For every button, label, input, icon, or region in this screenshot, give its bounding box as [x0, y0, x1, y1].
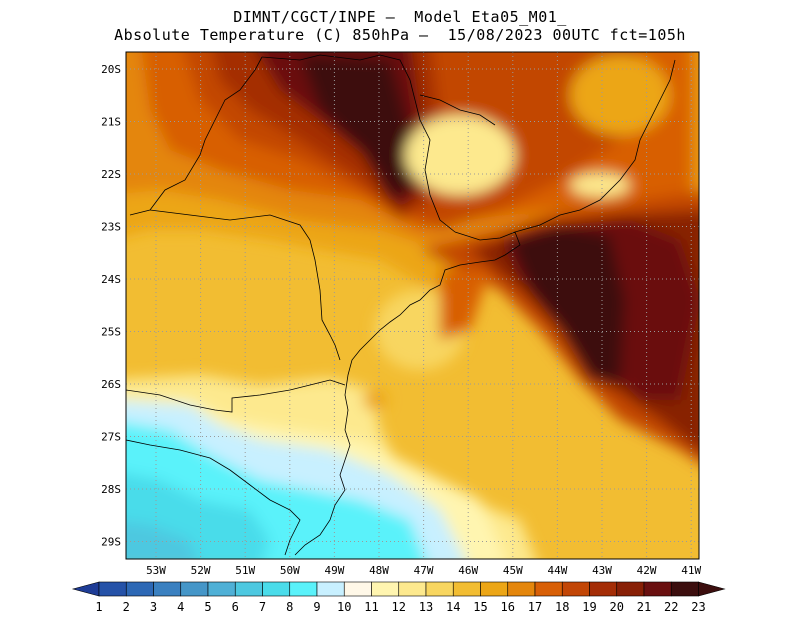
colorbar-label: 4 — [177, 600, 184, 614]
colorbar-label: 12 — [392, 600, 406, 614]
colorbar-label: 15 — [473, 600, 487, 614]
lat-label: 24S — [101, 273, 121, 286]
colorbar-swatch — [316, 581, 345, 597]
lat-label: 28S — [101, 483, 121, 496]
colorbar-swatch — [343, 581, 372, 597]
colorbar-swatch — [234, 581, 263, 597]
colorbar-label: 14 — [446, 600, 460, 614]
graticule — [126, 52, 699, 559]
colorbar-swatch — [480, 581, 509, 597]
colorbar-label: 20 — [610, 600, 624, 614]
lon-label: 42W — [637, 564, 657, 577]
lat-label: 20S — [101, 63, 121, 76]
latitude-labels: 20S 21S 22S 23S 24S 25S 26S 27S 28S 29S — [101, 63, 121, 549]
colorbar-swatch — [180, 581, 209, 597]
lon-label: 47W — [414, 564, 434, 577]
lon-label: 46W — [458, 564, 478, 577]
lat-label: 29S — [101, 536, 121, 549]
colorbar-label: 6 — [232, 600, 239, 614]
colorbar-swatch — [398, 581, 427, 597]
lat-label: 22S — [101, 168, 121, 181]
lon-label: 45W — [503, 564, 523, 577]
colorbar-label: 22 — [664, 600, 678, 614]
colorbar-swatch — [452, 581, 481, 597]
colorbar-swatch — [153, 581, 182, 597]
colorbar-swatch — [507, 581, 536, 597]
lon-label: 50W — [280, 564, 300, 577]
colorbar-swatch — [98, 581, 127, 597]
colorbar-swatch — [589, 581, 618, 597]
colorbar-swatch — [425, 581, 454, 597]
map-frame — [125, 51, 700, 560]
colorbar-label: 19 — [582, 600, 596, 614]
lat-label: 25S — [101, 326, 121, 339]
colorbar-swatch — [616, 581, 645, 597]
colorbar-label: 3 — [150, 600, 157, 614]
lon-label: 52W — [191, 564, 211, 577]
colorbar-label: 16 — [501, 600, 515, 614]
colorbar-swatch — [207, 581, 236, 597]
colorbar-label: 2 — [123, 600, 130, 614]
lon-label: 41W — [681, 564, 701, 577]
colorbar-label: 9 — [313, 600, 320, 614]
colorbar-low-arrow — [71, 581, 100, 597]
lon-label: 51W — [235, 564, 255, 577]
colorbar-swatch — [643, 581, 672, 597]
colorbar-label: 18 — [555, 600, 569, 614]
colorbar-label: 8 — [286, 600, 293, 614]
colorbar-swatch — [289, 581, 318, 597]
colorbar-high-arrow — [698, 581, 726, 597]
lat-label: 27S — [101, 431, 121, 444]
colorbar-label: 17 — [528, 600, 542, 614]
lon-label: 44W — [547, 564, 567, 577]
coastline-borders — [125, 54, 676, 556]
colorbar-label: 11 — [364, 600, 378, 614]
colorbar-swatch — [371, 581, 400, 597]
title-line-1: DIMNT/CGCT/INPE — Model Eta05_M01_ — [233, 8, 567, 26]
colorbar-label: 10 — [337, 600, 351, 614]
temperature-field — [126, 52, 699, 559]
colorbar-label: 23 — [691, 600, 705, 614]
colorbar-swatch — [670, 581, 699, 597]
colorbar-swatch — [534, 581, 563, 597]
colorbar-swatch — [561, 581, 590, 597]
colorbar-swatch — [262, 581, 291, 597]
lon-label: 49W — [324, 564, 344, 577]
colorbar-label: 13 — [419, 600, 433, 614]
colorbar-label: 1 — [95, 600, 102, 614]
colorbar-swatch — [125, 581, 154, 597]
lon-label: 48W — [369, 564, 389, 577]
lat-label: 26S — [101, 378, 121, 391]
lat-label: 23S — [101, 221, 121, 234]
colorbar-label: 7 — [259, 600, 266, 614]
lon-label: 53W — [146, 564, 166, 577]
lon-label: 43W — [592, 564, 612, 577]
longitude-labels: 53W 52W 51W 50W 49W 48W 47W 46W 45W 44W 43W 42W 41W — [146, 564, 701, 577]
colorbar-label: 21 — [637, 600, 651, 614]
lat-label: 21S — [101, 116, 121, 129]
title-line-2: Absolute Temperature (C) 850hPa — 15/08/… — [114, 26, 686, 44]
colorbar-label: 5 — [204, 600, 211, 614]
